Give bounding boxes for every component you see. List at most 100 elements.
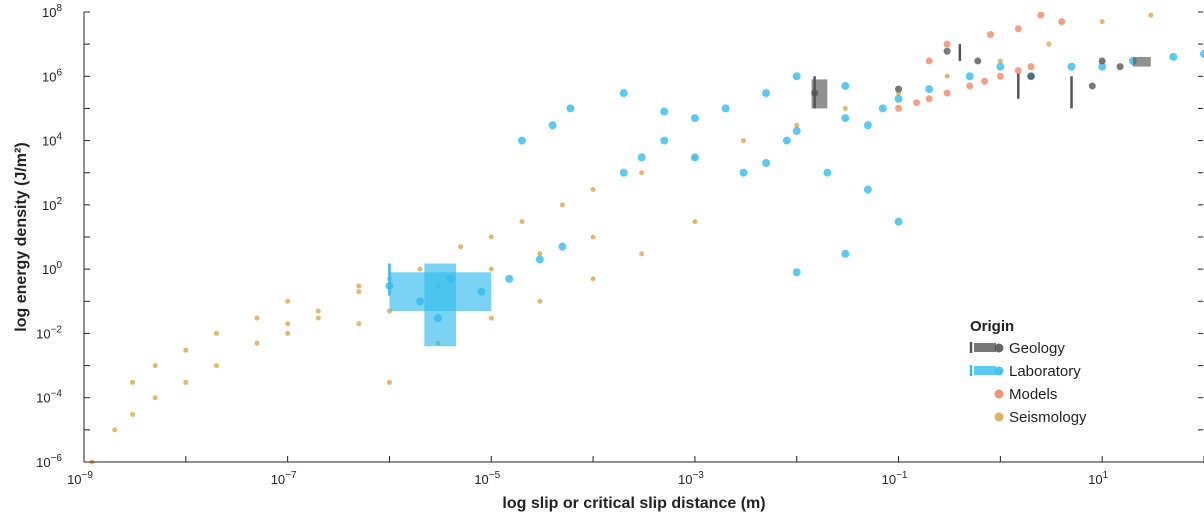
seismology-point [417, 266, 423, 272]
legend: Origin Geology Laboratory Models Seismology [969, 318, 1087, 426]
seismology-point [1099, 19, 1105, 25]
seismology-point [537, 298, 543, 304]
y-tick-label: 10−6 [36, 453, 62, 470]
laboratory-point [841, 81, 850, 90]
seismology-point [590, 187, 596, 193]
legend-label-geology: Geology [1009, 340, 1065, 357]
legend-label-laboratory: Laboratory [1009, 363, 1081, 380]
laboratory-point [894, 217, 903, 226]
geology-point [974, 57, 982, 65]
legend-swatch-geology [974, 343, 996, 352]
x-tick-label: 10−9 [67, 470, 93, 487]
x-tick-label: 10−5 [474, 470, 500, 487]
models-point [912, 99, 920, 107]
laboratory-point [841, 114, 850, 123]
seismology-point [997, 58, 1003, 64]
y-tick-label: 102 [42, 196, 62, 213]
legend-swatch-laboratory [974, 366, 996, 375]
models-point [966, 82, 974, 90]
laboratory-point [660, 107, 669, 116]
seismology-point [639, 170, 645, 176]
x-tick-label: 10−3 [678, 470, 704, 487]
seismology-point [458, 244, 464, 250]
seismology-point [639, 251, 645, 257]
seismology-point [130, 379, 136, 385]
y-tick-label: 108 [42, 3, 62, 20]
laboratory-point [894, 94, 903, 103]
y-tick-label: 10−2 [36, 324, 62, 341]
seismology-point [356, 289, 362, 295]
models-point [996, 72, 1004, 80]
laboratory-point [762, 159, 771, 168]
geology-point [1116, 63, 1124, 71]
laboratory-point [863, 121, 872, 130]
laboratory-point [660, 136, 669, 145]
y-tick-label: 104 [42, 132, 62, 149]
legend-marker-models [994, 389, 1004, 399]
legend-label-seismology: Seismology [1009, 409, 1087, 426]
laboratory-point [762, 89, 771, 98]
x-tick-label: 101 [1088, 470, 1108, 487]
laboratory-point [385, 281, 394, 290]
seismology-point [1148, 12, 1154, 18]
seismology-point [356, 321, 362, 327]
laboratory-point [558, 242, 567, 251]
seismology-point [590, 234, 596, 240]
laboratory-point [823, 168, 832, 177]
seismology-point [488, 315, 494, 321]
models-point [1014, 67, 1022, 75]
geology-point [1098, 57, 1106, 65]
seismology-point [285, 321, 291, 327]
laboratory-point [446, 274, 455, 283]
seismology-point [488, 234, 494, 240]
y-tick-label: 10−4 [36, 389, 62, 406]
models-point [1027, 63, 1035, 71]
seismology-point [315, 315, 321, 321]
models-point [943, 89, 951, 97]
laboratory-point [1098, 62, 1107, 71]
seismology-point [537, 251, 543, 257]
seismology-point [740, 138, 746, 144]
laboratory-point [548, 121, 557, 130]
seismology-point [254, 340, 260, 346]
seismology-point [794, 122, 800, 128]
laboratory-point [1169, 52, 1178, 61]
geology-range-box [1132, 56, 1151, 67]
seismology-point [285, 330, 291, 336]
seismology-point [315, 308, 321, 314]
laboratory-point [535, 255, 544, 264]
models-point [925, 57, 933, 65]
legend-label-models: Models [1009, 386, 1057, 403]
seismology-point [590, 276, 596, 282]
laboratory-point [1200, 49, 1204, 58]
geology-point [1088, 82, 1096, 90]
seismology-point [944, 73, 950, 79]
laboratory-point [996, 62, 1005, 71]
seismology-point [356, 283, 362, 289]
laboratory-point [434, 314, 443, 323]
y-axis-title: log energy density (J/m²) [13, 142, 30, 331]
legend-marker-geology [994, 343, 1004, 353]
seismology-point [285, 298, 291, 304]
geology-point [1027, 72, 1035, 80]
seismology-point [386, 379, 392, 385]
legend-marker-seismology [994, 412, 1004, 422]
laboratory-point [690, 114, 699, 123]
laboratory-point [792, 72, 801, 81]
seismology-point [254, 315, 260, 321]
legend-title: Origin [970, 318, 1014, 335]
models-point [981, 77, 989, 85]
seismology-point [183, 347, 189, 353]
y-tick-label: 106 [42, 67, 62, 84]
models-point [1014, 25, 1022, 33]
laboratory-point [517, 136, 526, 145]
models-point [895, 104, 903, 112]
laboratory-point [863, 185, 872, 194]
geology-point [895, 85, 903, 93]
seismology-point [519, 219, 525, 225]
laboratory-point [416, 297, 425, 306]
seismology-point [842, 105, 848, 111]
seismology-point [183, 379, 189, 385]
seismology-point [213, 363, 219, 369]
